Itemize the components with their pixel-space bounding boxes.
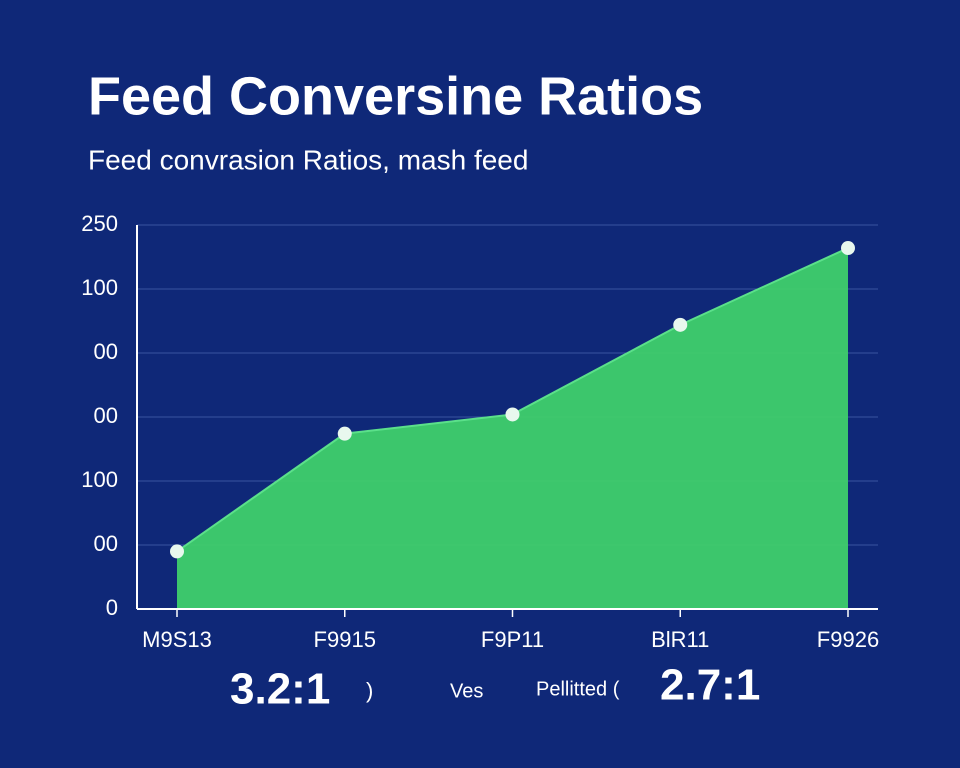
area [177,248,848,610]
y-tick-label: 00 [94,339,118,364]
point [673,317,688,332]
y-tick-label: 100 [81,275,118,300]
x-tick-label: M9S13 [142,627,212,652]
y-tick-label: 0 [106,595,118,620]
point [505,407,520,422]
chart-subtitle: Feed convrasion Ratios, mash feed [88,144,528,175]
annotation: 2.7:1 [660,661,760,710]
point [170,544,184,559]
annotation: Pellitted ( [536,678,620,700]
x-tick-label: BlR11 [651,627,709,652]
annotation: Ves [450,680,483,702]
annotation: 3.2:1 [230,665,330,714]
point [841,241,855,256]
x-tick-label: F9P11 [481,627,544,652]
y-tick-label: 00 [94,403,118,428]
y-tick-label: 100 [81,467,118,492]
point [337,426,352,441]
chart-title: Feed Conversine Ratios [88,66,703,126]
y-tick-label: 250 [81,211,118,236]
x-tick-label: F9926 [817,627,879,652]
annotation: ) [366,678,373,703]
y-tick-label: 00 [94,531,118,556]
x-tick-label: F9915 [314,627,376,652]
